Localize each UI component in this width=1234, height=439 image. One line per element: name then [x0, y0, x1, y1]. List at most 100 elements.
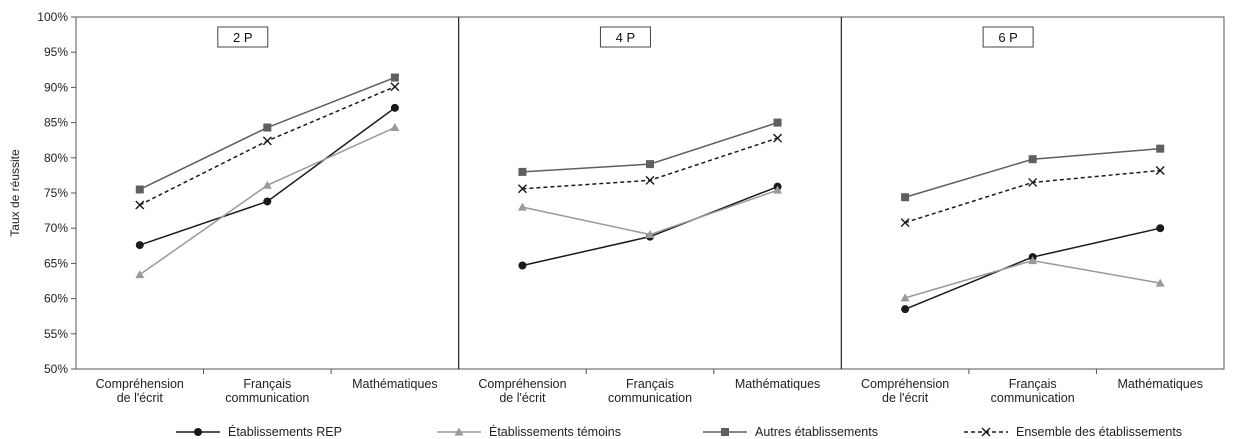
data-point: [645, 175, 655, 185]
data-point: [901, 305, 910, 314]
legend-item: Autres établissements: [703, 425, 878, 439]
data-point: [773, 185, 783, 194]
panel-2: Compréhension de l'écrit Français communica…: [478, 26, 820, 405]
x-tick-label-line: Compréhension: [478, 377, 566, 391]
data-point: [263, 197, 272, 206]
x-tick-label-line: communication: [225, 391, 309, 405]
legend: Établissements REP Établissements témoins…: [176, 424, 1182, 439]
x-tick-label: Mathématiques: [735, 377, 820, 391]
data-point: [1156, 144, 1165, 153]
y-tick-label: 95%: [44, 45, 68, 59]
data-point: [900, 293, 910, 302]
x-tick-label: Mathématiques: [352, 377, 437, 391]
panel-title-box: [599, 26, 651, 48]
series-line: [904, 259, 1161, 299]
data-point: [1155, 165, 1165, 175]
panel-title: 2 P: [233, 30, 253, 45]
panel-title: 6 P: [998, 30, 1018, 45]
data-point: [517, 202, 527, 211]
data-point-stroke: [390, 82, 400, 92]
data-point-stroke: [900, 218, 910, 228]
y-axis-label: Taux de réussite: [8, 149, 22, 237]
data-point: [390, 103, 399, 112]
legend-label: Ensemble des établissements: [1016, 425, 1182, 439]
data-point: [518, 167, 527, 176]
data-point-stroke: [645, 175, 655, 185]
x-tick-label-line: de l'écrit: [499, 391, 546, 405]
x-tick-label: Français communication: [225, 377, 309, 405]
x-tick-label: Français communication: [608, 377, 692, 405]
x-tick-label-line: Mathématiques: [735, 377, 820, 391]
data-point-stroke: [517, 184, 527, 194]
data-point: [262, 180, 272, 189]
data-point: [1028, 256, 1038, 265]
y-tick-label: 100%: [37, 10, 68, 24]
data-point-stroke: [1028, 177, 1038, 187]
y-tick-label: 90%: [44, 80, 68, 94]
data-point: [135, 185, 144, 194]
legend-marker-stroke: [981, 427, 991, 437]
x-tick-label-line: communication: [991, 391, 1075, 405]
data-point: [773, 118, 782, 127]
panel-title-box: [217, 26, 269, 48]
data-point: [390, 123, 400, 132]
data-point: [1028, 155, 1037, 164]
legend-marker: [981, 427, 991, 437]
data-point: [773, 133, 783, 143]
legend-label: Établissements REP: [228, 424, 342, 439]
y-tick-label: 80%: [44, 151, 68, 165]
panel-title: 4 P: [616, 30, 636, 45]
data-point: [263, 123, 272, 132]
legend-item: Établissements témoins: [437, 424, 621, 439]
x-tick-label: Compréhension de l'écrit: [96, 377, 184, 405]
data-point-stroke: [135, 200, 145, 210]
data-point-stroke: [262, 136, 272, 146]
series-line: [522, 189, 778, 236]
legend-item: Ensemble des établissements: [964, 425, 1182, 439]
x-tick-label-line: communication: [608, 391, 692, 405]
x-tick-label: Mathématiques: [1117, 377, 1202, 391]
y-tick-label: 65%: [44, 256, 68, 270]
y-tick-label: 55%: [44, 327, 68, 341]
y-tick-label: 50%: [44, 362, 68, 376]
data-point: [390, 73, 399, 82]
x-tick-label-line: Mathématiques: [1117, 377, 1202, 391]
legend-label: Établissements témoins: [489, 424, 621, 439]
y-axis: 50% 55% 60% 65% 70% 75% 80% 85% 90% 95% 100%: [37, 10, 76, 376]
data-point: [262, 136, 272, 146]
series-line: [522, 185, 778, 267]
panel-3: Compréhension de l'écrit Français communica…: [861, 26, 1203, 405]
x-tick-label: Compréhension de l'écrit: [478, 377, 566, 405]
x-tick-label-line: Français: [1009, 377, 1057, 391]
legend-item: Établissements REP: [176, 424, 342, 439]
legend-label: Autres établissements: [755, 425, 878, 439]
series-line: [904, 169, 1161, 224]
x-tick-label-line: de l'écrit: [882, 391, 929, 405]
data-point: [518, 261, 527, 270]
data-point: [390, 82, 400, 92]
legend-marker: [194, 428, 202, 436]
x-tick-label: Compréhension de l'écrit: [861, 377, 949, 405]
panel-title-box: [982, 26, 1034, 48]
x-tick-label-line: Français: [626, 377, 674, 391]
y-tick-label: 85%: [44, 116, 68, 130]
panel-1: Compréhension de l'écrit Français communica…: [96, 26, 438, 405]
legend-marker: [454, 427, 464, 436]
data-point: [1156, 224, 1165, 233]
y-tick-label: 70%: [44, 221, 68, 235]
data-point: [646, 160, 654, 169]
series-line: [139, 76, 396, 191]
legend-marker: [721, 428, 729, 436]
data-point: [135, 200, 145, 210]
data-point: [1155, 278, 1165, 287]
plot-frame: [75, 16, 1225, 370]
data-point: [135, 270, 145, 279]
x-tick-label: Français communication: [991, 377, 1075, 405]
x-tick-label-line: Français: [243, 377, 291, 391]
y-tick-label: 60%: [44, 292, 68, 306]
x-tick-label-line: Compréhension: [96, 377, 184, 391]
data-point: [900, 218, 910, 228]
data-point-stroke: [1155, 165, 1165, 175]
data-point: [135, 241, 144, 250]
